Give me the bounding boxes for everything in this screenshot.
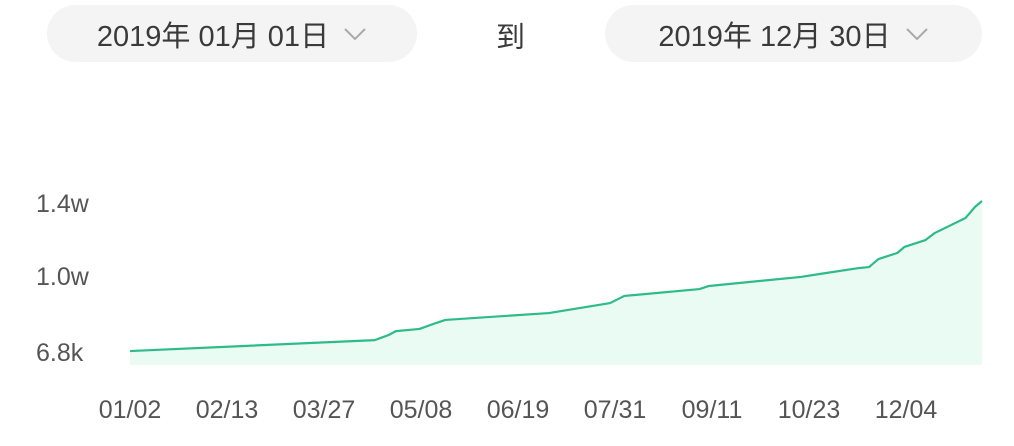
x-tick-label: 12/04 (875, 396, 938, 424)
x-tick-label: 09/11 (682, 396, 743, 424)
x-tick-label: 01/02 (99, 396, 162, 424)
end-date-value: 2019年 12月 30日 (658, 20, 891, 53)
start-date-value: 2019年 01月 01日 (96, 20, 330, 53)
chevron-down-icon (905, 27, 928, 40)
x-tick-label: 02/13 (196, 396, 259, 424)
y-tick-label: 1.4w (36, 190, 90, 218)
x-tick-label: 07/31 (584, 396, 647, 424)
chevron-down-icon (344, 27, 366, 40)
y-tick-label: 6.8k (36, 339, 84, 367)
x-tick-label: 03/27 (293, 396, 356, 424)
end-date-picker[interactable]: 2019年 12月 30日 (605, 5, 982, 62)
x-tick-label: 10/23 (778, 396, 841, 424)
x-tick-label: 05/08 (390, 396, 453, 424)
x-tick-label: 06/19 (487, 396, 550, 424)
area-fill (130, 200, 982, 365)
start-date-picker[interactable]: 2019年 01月 01日 (47, 5, 417, 62)
series-line (129, 200, 983, 353)
range-separator: 到 (496, 22, 526, 54)
y-tick-label: 1.0w (36, 263, 90, 291)
